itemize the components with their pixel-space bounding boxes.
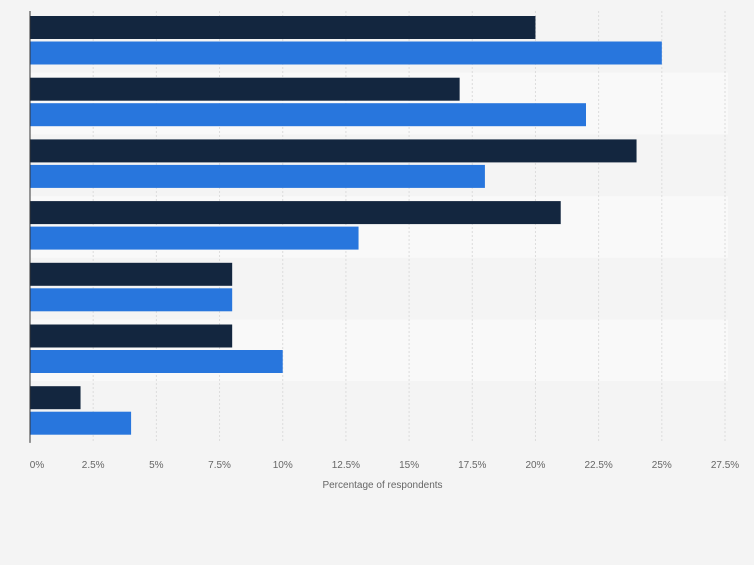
- bars: [30, 16, 662, 435]
- bar-series-1: [30, 139, 637, 163]
- x-tick-label: 12.5%: [332, 460, 360, 471]
- x-tick-label: 0%: [30, 460, 45, 471]
- bar-series-1: [30, 324, 233, 348]
- x-tick-label: 5%: [149, 460, 164, 471]
- x-tick-label: 20%: [525, 460, 545, 471]
- x-tick-label: 10%: [273, 460, 293, 471]
- x-axis-label: Percentage of respondents: [322, 480, 442, 491]
- x-tick-label: 25%: [652, 460, 672, 471]
- bar-series-2: [30, 411, 132, 435]
- bar-series-2: [30, 103, 586, 127]
- bar-series-2: [30, 350, 283, 373]
- x-tick-label: 17.5%: [458, 460, 486, 471]
- bar-series-1: [30, 201, 561, 225]
- x-tick-label: 7.5%: [208, 460, 231, 471]
- bar-series-1: [30, 262, 233, 286]
- x-tick-label: 15%: [399, 460, 419, 471]
- x-axis-ticks: 0% 2.5% 5% 7.5% 10% 12.5% 15% 17.5% 20% 22.5% 25% 2…: [30, 460, 740, 471]
- x-tick-label: 27.5%: [711, 460, 739, 471]
- bar-series-1: [30, 16, 536, 39]
- bar-series-1: [30, 386, 81, 410]
- bar-series-1: [30, 77, 460, 101]
- bar-series-2: [30, 164, 485, 188]
- x-tick-label: 2.5%: [82, 460, 105, 471]
- x-tick-label: 22.5%: [584, 460, 612, 471]
- bar-series-2: [30, 288, 233, 312]
- bar-series-2: [30, 226, 359, 250]
- bar-series-2: [30, 41, 662, 65]
- row-band: [30, 381, 728, 443]
